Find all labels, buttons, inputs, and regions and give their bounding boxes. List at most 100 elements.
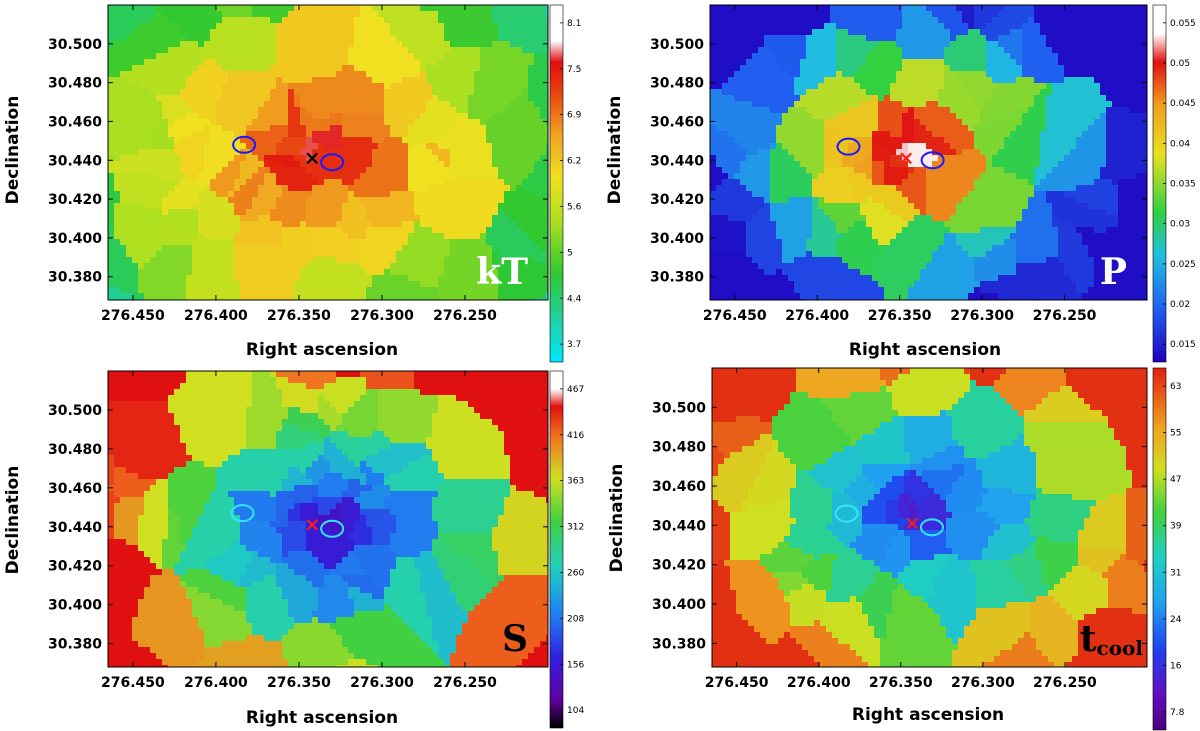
x-axis-title: Right ascension [246,708,398,728]
colorbar-tick-label: 6.2 [567,157,581,167]
colorbar-tick-label: 7.5 [567,65,581,75]
panel-kT: 276.450 276.400 276.350 276.300 276.250 30.50… [3,4,582,363]
source-ellipse [834,504,859,523]
source-ellipse [836,137,861,156]
y-tick-label: 30.440 [650,153,704,169]
y-tick-label: 30.460 [48,114,102,130]
voronoi-bins [108,371,548,667]
x-tick-label: 276.450 [705,675,769,691]
y-tick-label: 30.380 [650,270,704,286]
y-axis-title: Declination [605,96,625,205]
colorbar-tick-label: 5 [567,248,573,258]
panel-label: S [502,618,528,660]
panel-pressure: 276.450 276.400 276.350 276.300 276.250 30.50… [605,4,1196,363]
x-tick-label: 276.350 [267,308,331,324]
y-tick-label: 30.460 [48,481,102,497]
y-axis-title: Declination [607,464,627,573]
colorbar-tick-label: 16 [1170,661,1182,671]
y-axis-title: Declination [3,96,23,205]
voronoi-bins [108,5,548,300]
colorbar-tick-label: 31 [1170,568,1181,578]
source-ellipse [232,135,257,154]
colorbar-tick-label: 0.025 [1170,260,1196,270]
colorbar-tick-label: 0.015 [1170,340,1196,350]
y-tick-label: 30.380 [48,637,102,653]
y-tick-label: 30.380 [652,636,706,652]
x-tick-label: 276.400 [785,308,849,324]
x-tick-label: 276.300 [350,308,414,324]
voronoi-bins [710,5,1147,300]
colorbar [549,4,564,363]
x-tick-label: 276.250 [433,308,497,324]
y-tick-label: 30.400 [650,231,704,247]
colorbar-tick-label: 0.055 [1170,19,1196,29]
x-tick-label: 276.250 [433,675,497,691]
center-marker [906,517,919,530]
colorbar-tick-label: 0.045 [1170,99,1196,109]
y-tick-label: 30.480 [48,442,102,458]
colorbar-tick-label: 416 [567,431,584,441]
y-tick-label: 30.500 [652,400,706,416]
x-tick-label: 276.450 [703,308,767,324]
y-tick-label: 30.380 [48,270,102,286]
y-tick-label: 30.420 [650,192,704,208]
colorbar-tick-label: 156 [567,660,584,670]
x-tick-label: 276.300 [950,308,1014,324]
y-tick-label: 30.480 [652,440,706,456]
x-tick-label: 276.450 [101,308,165,324]
colorbar-tick-label: 0.035 [1170,180,1196,190]
y-tick-label: 30.420 [48,192,102,208]
plot-frame [709,4,1148,301]
x-axis-title: Right ascension [246,340,398,360]
y-tick-label: 30.420 [652,558,706,574]
colorbar-tick-label: 7.8 [1170,708,1185,718]
y-tick-label: 30.400 [48,598,102,614]
colorbar-tick-label: 260 [567,568,584,578]
source-ellipse [320,153,345,172]
y-tick-label: 30.480 [650,76,704,92]
source-ellipse [920,151,945,170]
panel-label-subscript: cool [1097,636,1144,660]
colorbar-tick-label: 47 [1170,475,1181,485]
x-tick-label: 276.400 [787,675,851,691]
y-axis-title: Declination [3,466,23,575]
y-tick-label: 30.480 [48,76,102,92]
y-tick-label: 30.400 [48,231,102,247]
y-tick-label: 30.440 [48,520,102,536]
colorbar-tick-label: 4.4 [567,294,582,304]
colorbar [549,370,564,729]
x-tick-label: 276.350 [267,675,331,691]
colorbar-tick-label: 55 [1170,429,1181,439]
x-tick-label: 276.300 [350,675,414,691]
colorbar-tick-label: 3.7 [567,340,581,350]
x-tick-label: 276.350 [869,675,933,691]
x-tick-label: 276.250 [1033,675,1097,691]
y-tick-label: 30.500 [650,37,704,53]
colorbar-tick-label: 63 [1170,382,1181,392]
y-tick-label: 30.460 [652,479,706,495]
y-tick-label: 30.440 [652,518,706,534]
source-ellipse [919,518,944,537]
x-tick-label: 276.400 [184,675,248,691]
x-tick-label: 276.250 [1033,308,1097,324]
colorbar-tick-label: 8.1 [567,19,581,29]
center-marker [306,519,319,531]
x-tick-label: 276.450 [101,675,165,691]
colorbar-tick-label: 104 [567,706,584,716]
colorbar-tick-label: 208 [567,614,584,624]
source-ellipse [230,504,255,523]
y-tick-label: 30.460 [650,114,704,130]
colorbar-tick-label: 0.03 [1170,220,1190,230]
colorbar-tick-label: 0.05 [1170,59,1190,69]
center-marker [306,152,319,165]
colorbar-tick-label: 467 [567,385,584,395]
panel-label: P [1100,251,1127,293]
colorbar-tick-label: 6.9 [567,111,582,121]
x-axis-title: Right ascension [849,340,1001,360]
y-tick-label: 30.500 [48,37,102,53]
colorbar-tick-label: 0.02 [1170,300,1190,310]
colorbar-tick-label: 5.6 [567,202,582,212]
source-ellipse [320,519,345,538]
x-tick-label: 276.300 [951,675,1015,691]
